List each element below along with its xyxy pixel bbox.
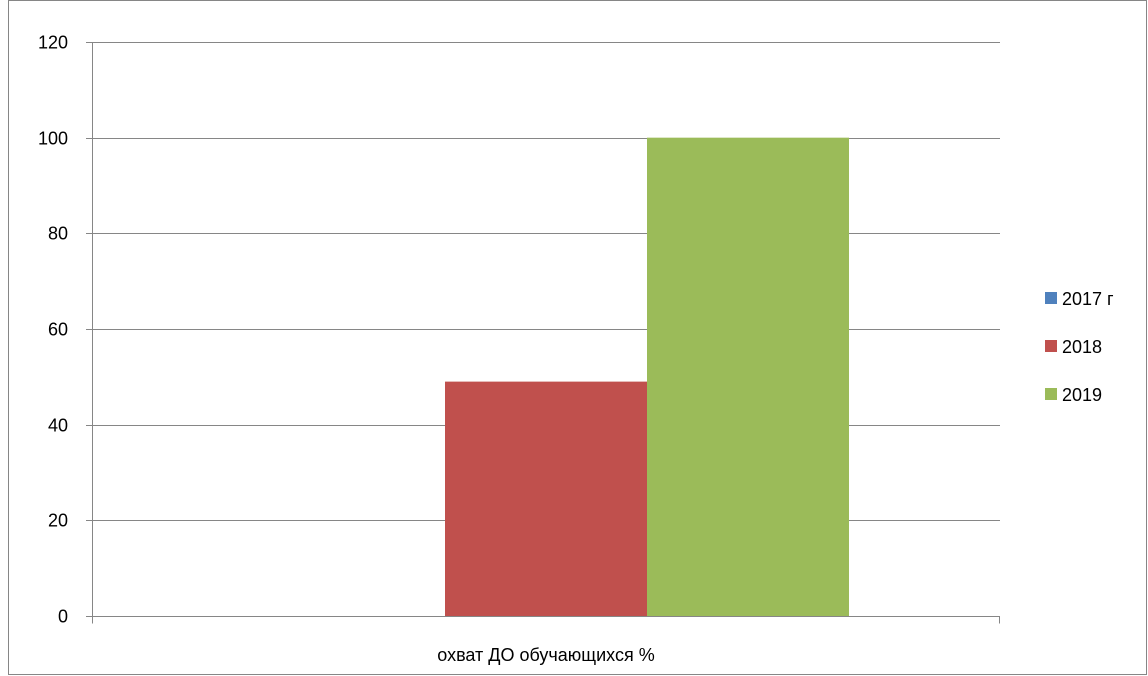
y-tick-label-60: 60 <box>48 320 68 340</box>
chart-border <box>8 0 1147 675</box>
legend: 2017 г 2018 2019 <box>1045 289 1114 405</box>
y-tick-label-80: 80 <box>48 224 68 244</box>
y-tick-label-40: 40 <box>48 416 68 436</box>
y-tick-label-0: 0 <box>58 607 68 627</box>
x-category-label: охват ДО обучающихся % <box>437 645 654 665</box>
bars <box>445 137 849 616</box>
bar-2018-0 <box>445 381 647 616</box>
y-tick-label-100: 100 <box>38 129 68 149</box>
legend-label-2019: 2019 <box>1062 385 1102 405</box>
y-tick-label-20: 20 <box>48 511 68 531</box>
legend-swatch-2019 <box>1045 388 1057 400</box>
axes: 0 20 40 60 80 100 120 охват ДО обучающихся % <box>38 33 1000 665</box>
legend-swatch-2017-г <box>1045 292 1057 304</box>
y-tick-label-120: 120 <box>38 33 68 53</box>
legend-label-2018: 2018 <box>1062 337 1102 357</box>
bar-2019-0 <box>647 137 849 616</box>
legend-swatch-2018 <box>1045 340 1057 352</box>
legend-label-2017-г: 2017 г <box>1062 289 1114 309</box>
